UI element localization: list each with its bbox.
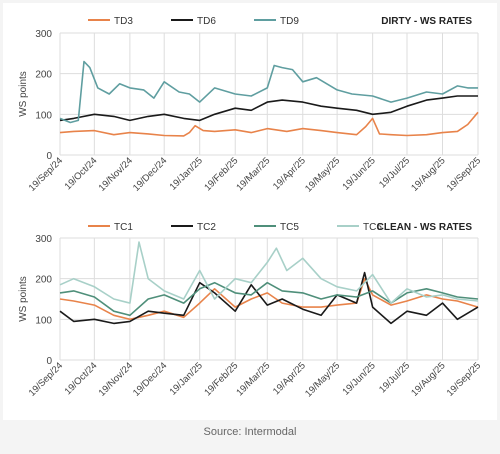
chart-background <box>3 3 497 420</box>
y-tick-label: 300 <box>35 234 52 245</box>
series-line-tc5 <box>59 281 479 317</box>
y-axis-label: WS points <box>18 276 29 322</box>
series-line-tc6 <box>59 241 479 304</box>
y-tick-label: 0 <box>46 356 52 367</box>
y-tick-label: 100 <box>35 110 52 121</box>
legend-label-td6: TD6 <box>197 16 216 27</box>
legend-label-td9: TD9 <box>280 16 299 27</box>
y-tick-label: 200 <box>35 275 52 286</box>
y-tick-label: 300 <box>35 29 52 40</box>
y-axis-label: WS points <box>18 71 29 117</box>
chart-title: CLEAN - WS RATES <box>377 222 473 233</box>
series-line-tc1 <box>59 277 479 321</box>
series-line-td6 <box>59 95 478 122</box>
series-line-td9 <box>59 60 478 124</box>
legend-label-tc1: TC1 <box>114 222 133 233</box>
source-note: Source: Intermodal <box>203 426 297 438</box>
y-tick-label: 0 <box>46 151 52 162</box>
y-tick-label: 100 <box>35 315 52 326</box>
legend-label-tc5: TC5 <box>280 222 299 233</box>
legend-label-tc6: TC6 <box>363 222 382 233</box>
series-line-td3 <box>59 111 479 137</box>
legend-label-tc2: TC2 <box>197 222 216 233</box>
series-line-tc2 <box>59 271 479 325</box>
legend-label-td3: TD3 <box>114 16 133 27</box>
y-tick-label: 200 <box>35 70 52 81</box>
chart-title: DIRTY - WS RATES <box>381 16 472 27</box>
